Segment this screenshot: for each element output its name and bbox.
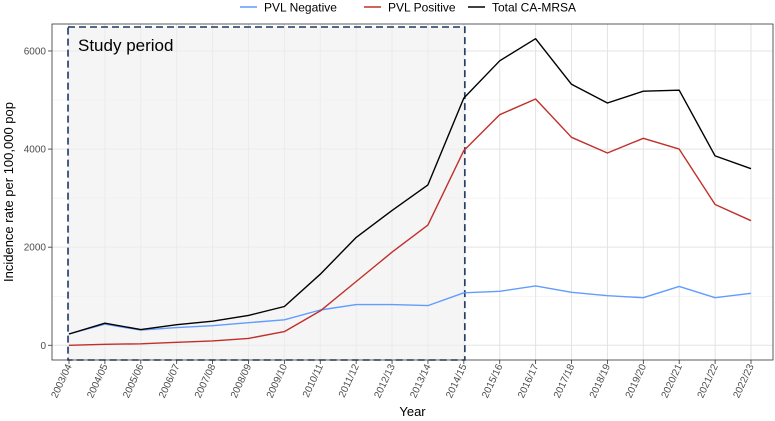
- legend-label-total-ca-mrsa: Total CA-MRSA: [492, 1, 576, 15]
- y-axis-ticks: 0 2000 4000 6000: [24, 46, 52, 352]
- series-line-total-ca-mrsa: [68, 38, 752, 335]
- legend: PVL Negative PVL Positive Total CA-MRSA: [240, 1, 576, 15]
- study-period-label: Study period: [78, 36, 173, 55]
- y-tick-label: 2000: [24, 243, 47, 254]
- legend-label-pvl-negative: PVL Negative: [264, 1, 337, 15]
- series-lines: [68, 38, 752, 346]
- y-axis-title: Incidence rate per 100,000 pop: [1, 102, 16, 282]
- series-line-pvl-negative: [68, 285, 752, 335]
- legend-label-pvl-positive: PVL Positive: [388, 1, 456, 15]
- y-tick-label: 6000: [24, 46, 47, 57]
- series-line-pvl-positive: [68, 98, 752, 346]
- y-tick-label: 0: [40, 341, 46, 352]
- panel-border: [51, 23, 774, 361]
- y-tick-label: 4000: [24, 145, 47, 156]
- x-axis-title: Year: [399, 404, 426, 419]
- study-period-box: [67, 26, 466, 361]
